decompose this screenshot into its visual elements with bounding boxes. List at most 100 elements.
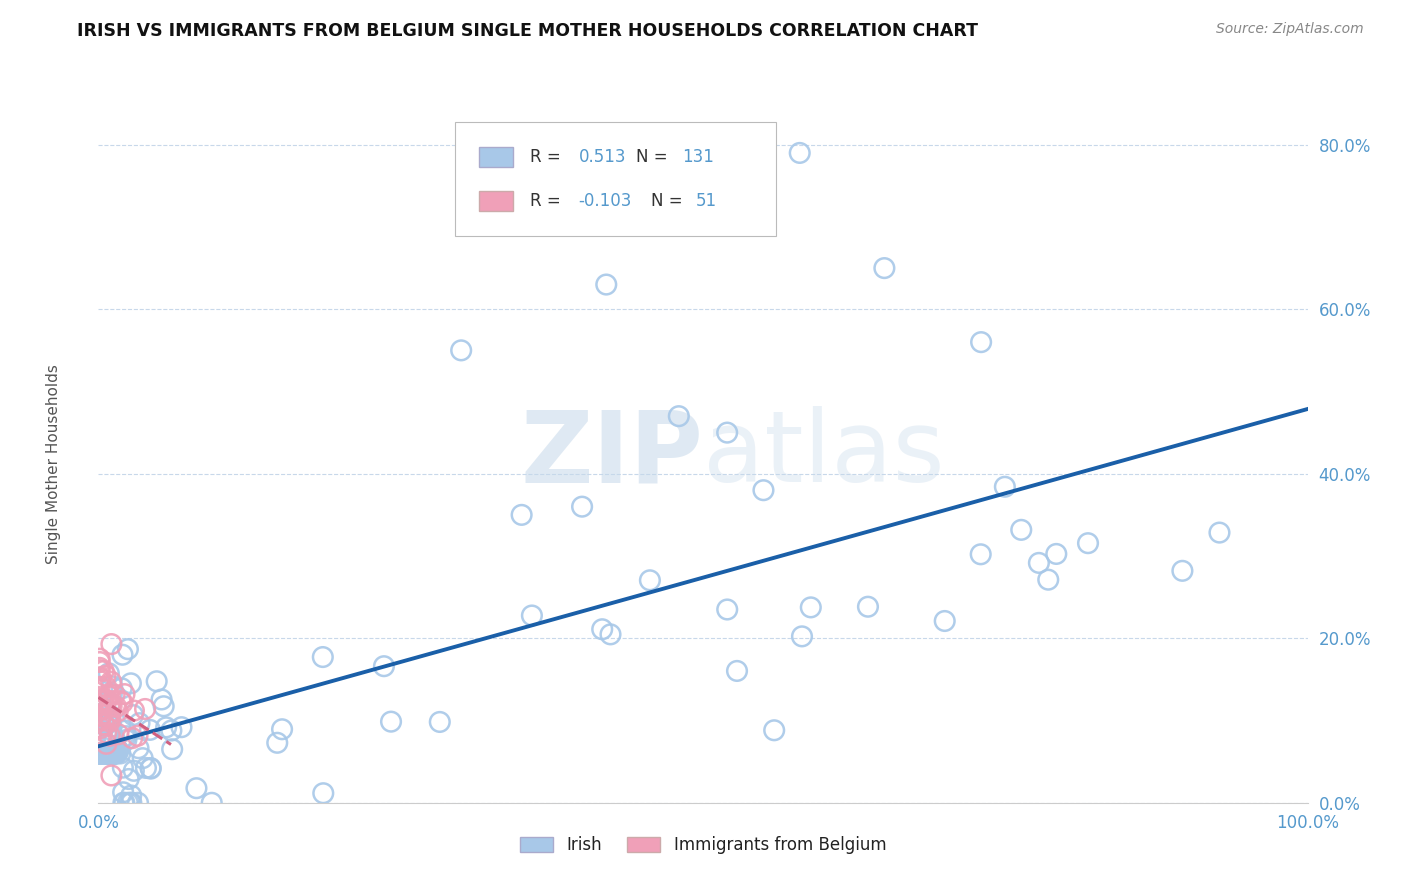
Point — [91, 693, 114, 707]
Text: Single Mother Households: Single Mother Households — [46, 364, 60, 564]
Point — [105, 747, 128, 761]
Point — [93, 716, 115, 731]
Text: N =: N = — [651, 192, 688, 210]
Point — [1208, 525, 1230, 540]
Point — [89, 702, 111, 716]
FancyBboxPatch shape — [479, 146, 513, 168]
Point — [111, 761, 134, 775]
Point — [120, 796, 142, 810]
Point — [110, 747, 132, 761]
Point — [170, 720, 193, 734]
Point — [266, 736, 288, 750]
Point — [312, 786, 335, 800]
Point — [93, 706, 115, 720]
Point — [89, 714, 111, 728]
Point — [134, 702, 156, 716]
Point — [115, 729, 138, 743]
Point — [716, 425, 738, 440]
Point — [970, 547, 993, 561]
Point — [89, 655, 111, 669]
Point — [89, 670, 111, 684]
Point — [98, 699, 121, 714]
Point — [96, 693, 118, 707]
Point — [127, 729, 149, 743]
Point — [96, 747, 118, 761]
Point — [98, 714, 121, 728]
Point — [873, 261, 896, 276]
Point — [96, 747, 118, 761]
Point — [120, 789, 142, 803]
Point — [790, 629, 813, 643]
Point — [89, 702, 111, 716]
Point — [90, 747, 112, 761]
Point — [155, 720, 177, 734]
Point — [101, 747, 124, 761]
Point — [97, 666, 120, 681]
Point — [110, 694, 132, 708]
Point — [98, 714, 121, 729]
Text: R =: R = — [530, 192, 567, 210]
Point — [103, 747, 125, 761]
Point — [668, 409, 690, 424]
Text: atlas: atlas — [703, 407, 945, 503]
Point — [98, 689, 121, 703]
Point — [103, 731, 125, 746]
Point — [312, 650, 335, 665]
Point — [89, 702, 111, 716]
Point — [1038, 573, 1060, 587]
Point — [93, 747, 115, 761]
Point — [122, 704, 145, 718]
Point — [105, 700, 128, 714]
Point — [117, 796, 139, 810]
Point — [571, 500, 593, 514]
Point — [111, 681, 134, 696]
Point — [97, 712, 120, 726]
Point — [100, 674, 122, 689]
Point — [100, 637, 122, 651]
Point — [101, 747, 124, 761]
Text: -0.103: -0.103 — [578, 192, 631, 210]
Point — [373, 659, 395, 673]
Point — [112, 785, 135, 799]
Point — [89, 747, 111, 761]
Text: R =: R = — [530, 148, 567, 166]
Point — [1045, 547, 1067, 561]
Point — [98, 729, 121, 743]
Point — [970, 335, 993, 350]
Point — [139, 761, 162, 775]
Point — [595, 277, 617, 292]
Point — [89, 747, 111, 761]
Point — [112, 796, 135, 810]
Point — [103, 747, 125, 761]
Point — [716, 602, 738, 616]
Point — [135, 761, 157, 775]
Point — [380, 714, 402, 729]
Point — [763, 723, 786, 738]
Point — [201, 796, 224, 810]
Point — [101, 747, 124, 761]
Point — [101, 728, 124, 742]
Point — [127, 796, 149, 810]
Legend: Irish, Immigrants from Belgium: Irish, Immigrants from Belgium — [513, 830, 893, 861]
Point — [120, 676, 142, 690]
Point — [789, 145, 811, 160]
Point — [100, 747, 122, 761]
Point — [101, 747, 124, 761]
Point — [520, 608, 543, 623]
Point — [122, 764, 145, 778]
Point — [91, 714, 114, 728]
Point — [97, 747, 120, 761]
Point — [90, 703, 112, 717]
Point — [89, 680, 111, 694]
Point — [100, 697, 122, 711]
Point — [93, 717, 115, 731]
Point — [994, 480, 1017, 494]
Point — [89, 713, 111, 727]
Point — [89, 698, 111, 713]
Point — [100, 747, 122, 761]
Point — [150, 692, 173, 706]
Text: 131: 131 — [682, 148, 714, 166]
Point — [271, 723, 294, 737]
Point — [1171, 564, 1194, 578]
Point — [90, 727, 112, 741]
